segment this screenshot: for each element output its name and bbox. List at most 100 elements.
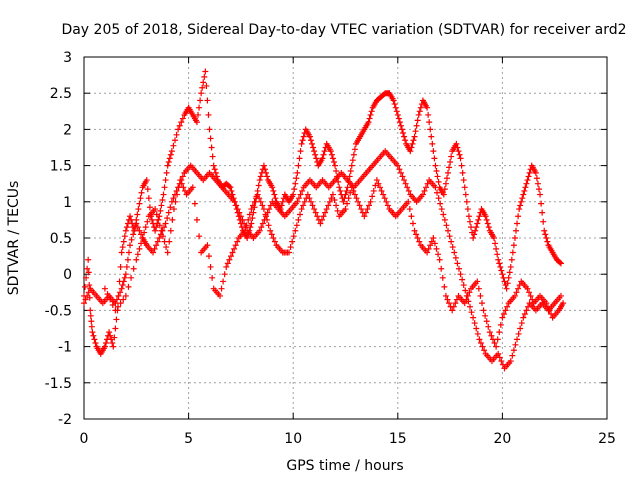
y-tick-label: 1: [63, 195, 72, 211]
data-point: [544, 238, 551, 245]
data-point: [462, 191, 469, 198]
data-point: [86, 282, 93, 289]
data-point: [436, 256, 443, 263]
data-point: [519, 195, 526, 202]
data-point: [464, 292, 471, 299]
data-point: [493, 245, 500, 252]
data-point: [502, 307, 509, 314]
data-point: [156, 235, 163, 241]
data-point: [415, 111, 422, 118]
y-axis-label: SDTVAR / TECUs: [6, 181, 22, 296]
data-point: [491, 235, 498, 241]
data-point: [119, 244, 126, 251]
data-point: [127, 242, 134, 249]
data-point: [337, 187, 344, 194]
data-point: [166, 238, 173, 245]
data-point: [153, 224, 160, 231]
data-point: [87, 312, 94, 319]
data-point: [317, 220, 324, 227]
data-point: [342, 191, 349, 198]
data-point: [120, 238, 127, 245]
data-point: [497, 263, 504, 270]
data-point: [512, 227, 519, 234]
data-point: [443, 222, 450, 229]
data-point: [134, 211, 141, 218]
data-point: [117, 289, 124, 296]
data-point: [505, 274, 512, 281]
data-point: [286, 249, 293, 256]
data-point: [508, 256, 515, 263]
data-point: [362, 209, 369, 216]
data-point: [392, 104, 399, 111]
data-point: [501, 278, 508, 285]
data-point: [367, 111, 374, 118]
data-point: [145, 195, 152, 202]
data-point: [208, 144, 215, 151]
data-point: [366, 115, 373, 122]
data-point: [170, 206, 177, 213]
data-point: [156, 222, 163, 229]
data-point: [150, 249, 157, 256]
data-point: [320, 213, 327, 220]
data-point: [157, 207, 164, 214]
data-point: [136, 200, 143, 207]
data-point: [119, 282, 126, 289]
data-point: [353, 195, 360, 202]
data-point: [405, 187, 412, 194]
data-point: [205, 253, 212, 260]
data-point: [329, 191, 336, 198]
data-point: [170, 142, 177, 149]
data-point: [476, 213, 483, 220]
data-point: [295, 216, 302, 223]
data-point: [394, 111, 401, 118]
data-point: [81, 300, 87, 307]
data-point: [412, 128, 419, 135]
data-point: [287, 244, 294, 251]
data-point: [439, 274, 446, 281]
data-point: [291, 186, 298, 193]
data-point: [364, 206, 371, 213]
data-point: [148, 216, 155, 223]
data-point: [250, 209, 257, 216]
data-point: [512, 341, 519, 348]
data-point: [120, 278, 127, 285]
data-point: [88, 323, 95, 330]
data-point: [168, 148, 175, 155]
data-point: [289, 238, 296, 245]
data-point: [153, 211, 160, 218]
data-point: [85, 269, 92, 276]
data-point: [161, 224, 168, 231]
data-point: [416, 238, 423, 245]
data-point: [135, 206, 142, 213]
data-point: [494, 336, 501, 343]
data-point: [449, 307, 456, 314]
data-point: [435, 178, 442, 185]
data-point: [272, 195, 279, 202]
data-point: [443, 175, 450, 182]
data-point: [468, 309, 475, 316]
data-point: [332, 162, 339, 169]
y-tick-label: -1.5: [45, 376, 72, 392]
data-point: [152, 227, 159, 234]
data-point: [465, 213, 472, 220]
data-point: [251, 198, 258, 205]
data-point: [411, 133, 418, 140]
data-point: [310, 144, 317, 151]
data-point: [84, 265, 91, 272]
data-point: [507, 263, 514, 270]
data-point: [488, 332, 495, 339]
data-point: [486, 329, 493, 336]
data-point: [298, 206, 305, 213]
data-point: [323, 206, 330, 213]
data-point: [164, 162, 171, 169]
data-point: [264, 173, 271, 180]
data-point: [525, 173, 532, 180]
data-point: [479, 300, 486, 307]
data-point: [456, 151, 463, 158]
x-tick-label: 15: [389, 431, 407, 447]
data-point: [495, 350, 502, 357]
data-point: [350, 151, 357, 158]
data-point: [159, 196, 166, 203]
data-point: [270, 187, 277, 194]
data-point: [256, 227, 263, 234]
